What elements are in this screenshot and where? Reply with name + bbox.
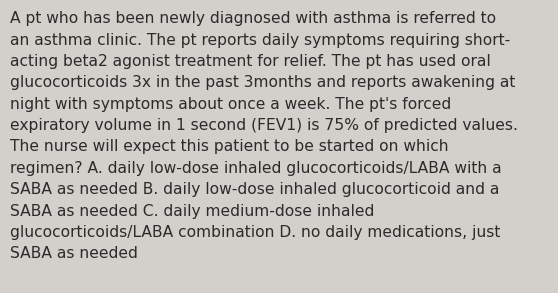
Text: an asthma clinic. The pt reports daily symptoms requiring short-: an asthma clinic. The pt reports daily s… <box>10 33 511 47</box>
Text: SABA as needed B. daily low-dose inhaled glucocorticoid and a: SABA as needed B. daily low-dose inhaled… <box>10 182 499 197</box>
Text: A pt who has been newly diagnosed with asthma is referred to: A pt who has been newly diagnosed with a… <box>10 11 496 26</box>
Text: SABA as needed C. daily medium-dose inhaled: SABA as needed C. daily medium-dose inha… <box>10 204 374 219</box>
Text: glucocorticoids/LABA combination D. no daily medications, just: glucocorticoids/LABA combination D. no d… <box>10 225 501 240</box>
Text: acting beta2 agonist treatment for relief. The pt has used oral: acting beta2 agonist treatment for relie… <box>10 54 491 69</box>
Text: glucocorticoids 3x in the past 3months and reports awakening at: glucocorticoids 3x in the past 3months a… <box>10 75 516 90</box>
Text: regimen? A. daily low-dose inhaled glucocorticoids/LABA with a: regimen? A. daily low-dose inhaled gluco… <box>10 161 502 176</box>
Text: The nurse will expect this patient to be started on which: The nurse will expect this patient to be… <box>10 139 449 154</box>
Text: SABA as needed: SABA as needed <box>10 246 138 261</box>
Text: night with symptoms about once a week. The pt's forced: night with symptoms about once a week. T… <box>10 97 451 112</box>
Text: expiratory volume in 1 second (FEV1) is 75% of predicted values.: expiratory volume in 1 second (FEV1) is … <box>10 118 518 133</box>
